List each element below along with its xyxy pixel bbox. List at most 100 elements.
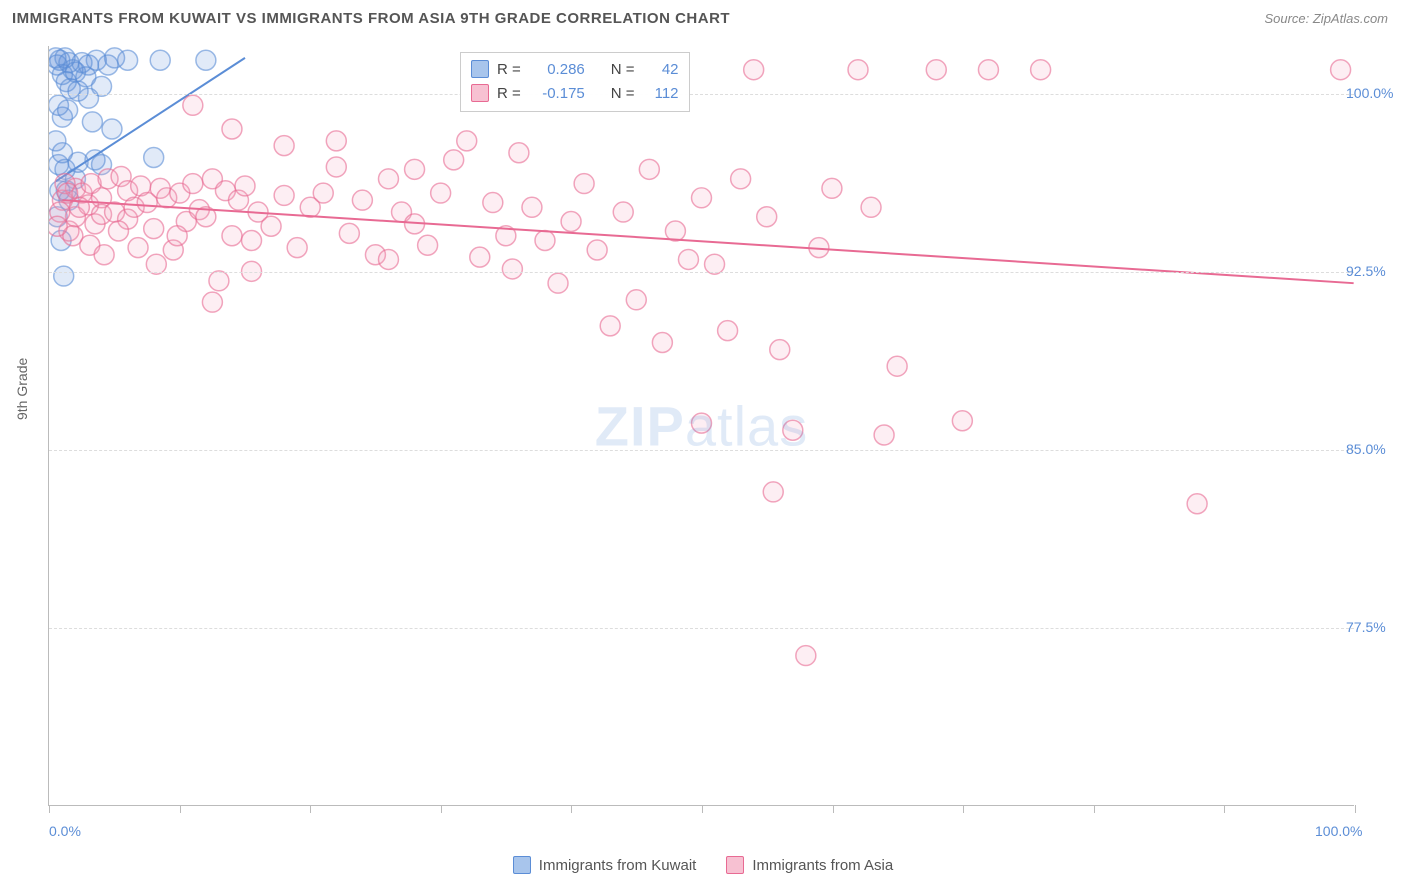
r-value: -0.175 <box>529 85 585 102</box>
gridline <box>49 272 1354 273</box>
data-point <box>183 95 203 115</box>
data-point <box>626 290 646 310</box>
data-point <box>82 112 102 132</box>
data-point <box>108 221 128 241</box>
data-point <box>763 482 783 502</box>
stats-legend-box: R = 0.286 N = 42 R = -0.175 N = 112 <box>460 52 690 112</box>
y-axis-label: 9th Grade <box>14 358 30 420</box>
data-point <box>274 136 294 156</box>
data-point <box>261 216 281 236</box>
n-value: 42 <box>643 61 679 78</box>
x-tick <box>833 805 834 813</box>
y-tick-label: 77.5% <box>1346 619 1386 635</box>
data-point <box>326 157 346 177</box>
x-tick <box>702 805 703 813</box>
data-point <box>287 238 307 258</box>
data-point <box>978 60 998 80</box>
legend-swatch <box>513 856 531 874</box>
scatter-svg <box>49 46 1354 805</box>
data-point <box>150 50 170 70</box>
r-label: R = <box>497 85 521 102</box>
data-point <box>535 231 555 251</box>
stats-row: R = 0.286 N = 42 <box>471 57 679 81</box>
data-point <box>378 169 398 189</box>
legend-swatch <box>726 856 744 874</box>
data-point <box>502 259 522 279</box>
data-point <box>167 226 187 246</box>
data-point <box>718 321 738 341</box>
data-point <box>457 131 477 151</box>
data-point <box>678 249 698 269</box>
data-point <box>509 143 529 163</box>
data-point <box>242 231 262 251</box>
data-point <box>770 340 790 360</box>
data-point <box>470 247 490 267</box>
data-point <box>548 273 568 293</box>
x-tick <box>1094 805 1095 813</box>
data-point <box>483 193 503 213</box>
data-point <box>94 245 114 265</box>
data-point <box>1187 494 1207 514</box>
data-point <box>692 413 712 433</box>
x-tick <box>441 805 442 813</box>
data-point <box>222 119 242 139</box>
x-tick <box>180 805 181 813</box>
data-point <box>744 60 764 80</box>
gridline <box>49 628 1354 629</box>
data-point <box>352 190 372 210</box>
data-point <box>848 60 868 80</box>
data-point <box>209 271 229 291</box>
y-tick-label: 92.5% <box>1346 263 1386 279</box>
data-point <box>613 202 633 222</box>
source-attribution: Source: ZipAtlas.com <box>1264 11 1388 26</box>
r-label: R = <box>497 61 521 78</box>
data-point <box>49 155 68 175</box>
gridline <box>49 450 1354 451</box>
x-tick-label: 0.0% <box>49 823 81 839</box>
data-point <box>522 197 542 217</box>
data-point <box>128 238 148 258</box>
series-swatch <box>471 84 489 102</box>
legend-label: Immigrants from Kuwait <box>539 857 697 874</box>
data-point <box>639 159 659 179</box>
data-point <box>102 119 122 139</box>
data-point <box>183 174 203 194</box>
data-point <box>757 207 777 227</box>
data-point <box>378 249 398 269</box>
plot-area: ZIPatlas 77.5%85.0%92.5%100.0%0.0%100.0% <box>48 46 1354 806</box>
n-label: N = <box>611 61 635 78</box>
stats-row: R = -0.175 N = 112 <box>471 81 679 105</box>
data-point <box>235 176 255 196</box>
data-point <box>49 216 67 236</box>
data-point <box>600 316 620 336</box>
data-point <box>144 219 164 239</box>
data-point <box>587 240 607 260</box>
data-point <box>887 356 907 376</box>
data-point <box>731 169 751 189</box>
data-point <box>665 221 685 241</box>
n-label: N = <box>611 85 635 102</box>
legend-item: Immigrants from Kuwait <box>513 856 697 874</box>
bottom-legend: Immigrants from Kuwait Immigrants from As… <box>0 856 1406 874</box>
x-tick <box>571 805 572 813</box>
data-point <box>861 197 881 217</box>
data-point <box>796 646 816 666</box>
data-point <box>49 131 66 151</box>
data-point <box>874 425 894 445</box>
x-tick <box>310 805 311 813</box>
y-tick-label: 85.0% <box>1346 441 1386 457</box>
data-point <box>202 292 222 312</box>
data-point <box>783 420 803 440</box>
data-point <box>405 159 425 179</box>
data-point <box>431 183 451 203</box>
chart-title: IMMIGRANTS FROM KUWAIT VS IMMIGRANTS FRO… <box>12 10 730 27</box>
r-value: 0.286 <box>529 61 585 78</box>
gridline <box>49 94 1354 95</box>
legend-item: Immigrants from Asia <box>726 856 893 874</box>
data-point <box>418 235 438 255</box>
data-point <box>444 150 464 170</box>
data-point <box>54 266 74 286</box>
n-value: 112 <box>643 85 679 102</box>
x-tick <box>49 805 50 813</box>
y-tick-label: 100.0% <box>1346 85 1393 101</box>
